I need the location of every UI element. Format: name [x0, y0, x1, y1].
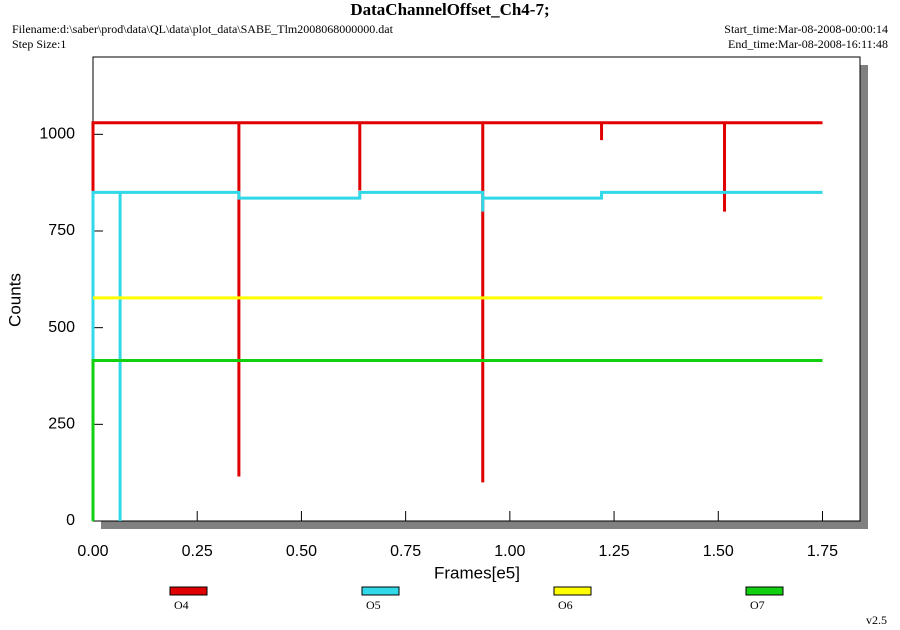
legend-swatch: [361, 586, 400, 596]
y-tick-label: 500: [48, 319, 75, 336]
x-tick-label: 1.75: [807, 543, 838, 560]
legend-swatch: [745, 586, 784, 596]
start-time: Start_time:Mar-08-2008-00:00:14: [724, 22, 888, 36]
series-line: [91, 121, 823, 483]
filename: Filename:d:\saber\prod\data\QL\data\plot…: [12, 22, 394, 36]
legend-swatch: [553, 586, 592, 596]
legend-label: O5: [366, 598, 381, 612]
end-time: End_time:Mar-08-2008-16:11:48: [728, 37, 888, 51]
series-line: [91, 190, 823, 521]
x-axis-label: Frames[e5]: [434, 563, 520, 582]
x-tick-label: 1.25: [598, 543, 629, 560]
x-tick-label: 0.00: [77, 543, 108, 560]
plot-area: [92, 56, 861, 522]
y-tick-label: 250: [48, 416, 75, 433]
y-tick-label: 1000: [39, 126, 75, 143]
x-tick-label: 0.75: [390, 543, 421, 560]
legend-label: O4: [174, 598, 189, 612]
y-axis-label: Counts: [5, 273, 24, 327]
series-line: [91, 359, 823, 521]
step-size: Step Size:1: [12, 37, 66, 51]
x-tick-label: 0.25: [182, 543, 213, 560]
version: v2.5: [866, 613, 887, 627]
y-tick-label: 750: [48, 222, 75, 239]
x-tick-label: 1.50: [703, 543, 734, 560]
legend-label: O7: [750, 598, 765, 612]
y-tick-label: 0: [66, 512, 75, 529]
legend-swatch: [169, 586, 208, 596]
chart-title: DataChannelOffset_Ch4-7;: [350, 0, 549, 19]
x-tick-label: 1.00: [494, 543, 525, 560]
x-tick-label: 0.50: [286, 543, 317, 560]
legend-label: O6: [558, 598, 573, 612]
